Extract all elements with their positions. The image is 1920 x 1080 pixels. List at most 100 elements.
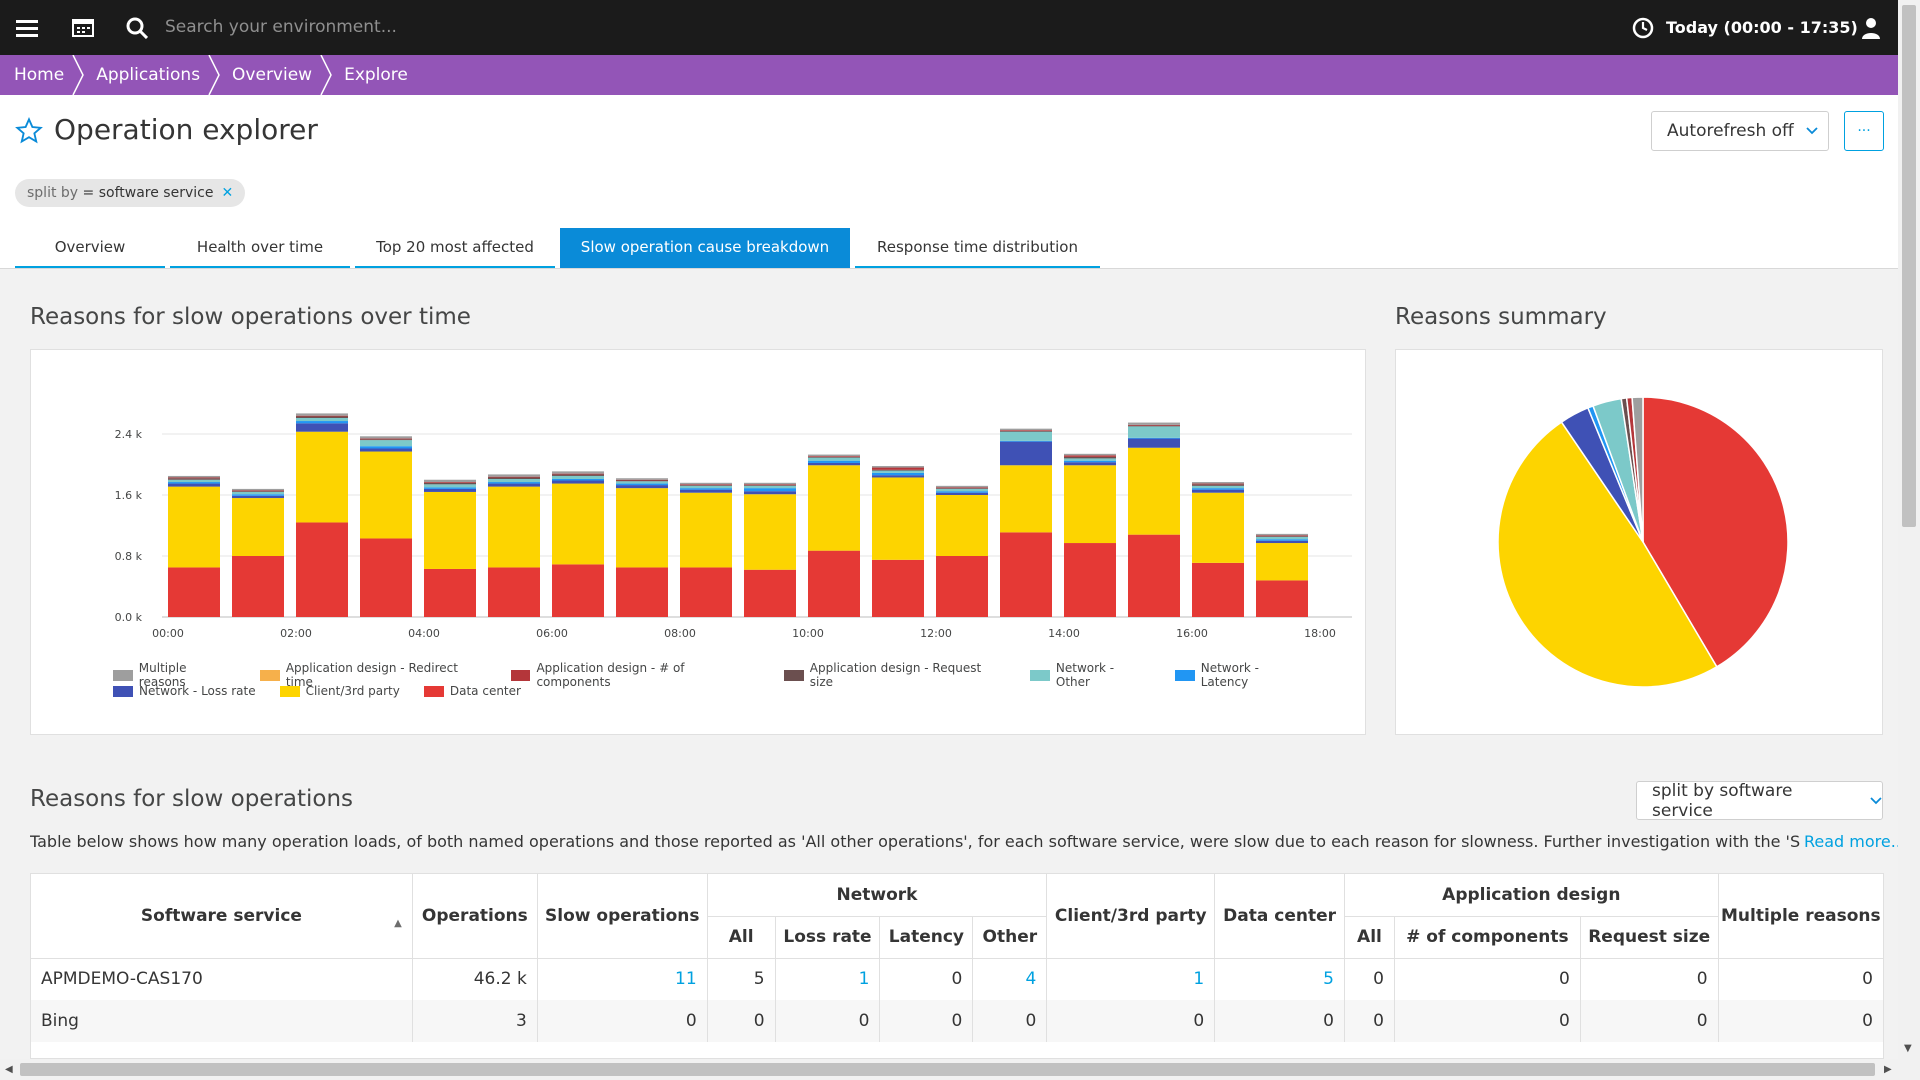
header-network-latency[interactable]: Latency — [879, 916, 974, 959]
bar-segment[interactable] — [616, 479, 668, 481]
bar-segment[interactable] — [1064, 458, 1116, 461]
bar-segment[interactable] — [744, 482, 796, 485]
vertical-scroll-thumb[interactable] — [1902, 5, 1916, 527]
search-input[interactable]: Search your environment... — [165, 17, 397, 37]
bar-segment[interactable] — [296, 417, 348, 422]
bar-segment[interactable] — [616, 488, 668, 568]
header-client-3rd-party[interactable]: Client/3rd party — [1046, 874, 1216, 959]
bar-segment[interactable] — [296, 423, 348, 432]
tab-top-20-most-affected[interactable]: Top 20 most affected — [355, 228, 555, 268]
bar-segment[interactable] — [616, 567, 668, 617]
bar-segment[interactable] — [1256, 536, 1308, 537]
bar-segment[interactable] — [360, 440, 412, 447]
bar-segment[interactable] — [488, 478, 540, 483]
row-network-other[interactable]: 4 — [972, 958, 1048, 1000]
bar-segment[interactable] — [1192, 482, 1244, 484]
bar-segment[interactable] — [1000, 428, 1052, 431]
bar-segment[interactable] — [552, 473, 604, 475]
read-more-link[interactable]: Read more... — [1800, 832, 1906, 851]
search-icon[interactable] — [124, 0, 150, 55]
header-app-all[interactable]: All — [1344, 916, 1395, 959]
bar-segment[interactable] — [1128, 438, 1180, 448]
bar-segment[interactable] — [360, 436, 412, 439]
bar-segment[interactable] — [552, 564, 604, 617]
close-icon[interactable]: ✕ — [221, 185, 234, 201]
bar-segment[interactable] — [168, 567, 220, 617]
bar-segment[interactable] — [616, 485, 668, 489]
bar-segment[interactable] — [1000, 465, 1052, 533]
bar-segment[interactable] — [1064, 455, 1116, 457]
bar-segment[interactable] — [616, 483, 668, 486]
bar-segment[interactable] — [360, 538, 412, 617]
bar-segment[interactable] — [1256, 536, 1308, 540]
bar-segment[interactable] — [1128, 422, 1180, 425]
bar-segment[interactable] — [744, 485, 796, 486]
bar-segment[interactable] — [1000, 430, 1052, 431]
bar-segment[interactable] — [296, 413, 348, 416]
bar-segment[interactable] — [488, 474, 540, 477]
bar-segment[interactable] — [680, 489, 732, 493]
bar-segment[interactable] — [552, 475, 604, 479]
bar-segment[interactable] — [1000, 440, 1052, 442]
bar-segment[interactable] — [488, 567, 540, 617]
bar-segment[interactable] — [1192, 562, 1244, 617]
legend-client-3rd-party[interactable]: Client/3rd party — [279, 684, 400, 698]
bar-segment[interactable] — [168, 477, 220, 479]
tab-overview[interactable]: Overview — [15, 228, 165, 268]
header-app-request-size[interactable]: Request size — [1580, 916, 1719, 959]
bar-segment[interactable] — [1192, 489, 1244, 493]
bar-segment[interactable] — [168, 486, 220, 568]
bar-segment[interactable] — [232, 494, 284, 496]
breadcrumb-home[interactable]: Home — [0, 55, 85, 95]
legend-network-latency[interactable]: Network - Latency — [1174, 661, 1309, 689]
bar-segment[interactable] — [680, 488, 732, 490]
bar-segment[interactable] — [1128, 437, 1180, 439]
bar-segment[interactable] — [488, 486, 540, 568]
bar-segment[interactable] — [872, 469, 924, 471]
row-service-name[interactable]: Bing — [31, 1000, 413, 1042]
legend-components[interactable]: Application design - # of components — [510, 661, 760, 689]
bar-segment[interactable] — [552, 474, 604, 476]
bar-segment[interactable] — [1256, 533, 1308, 536]
pie-slice[interactable] — [1631, 396, 1644, 543]
dashboard-icon[interactable] — [70, 0, 96, 55]
split-by-dropdown[interactable]: split by software service — [1636, 781, 1883, 821]
star-icon[interactable] — [15, 117, 43, 149]
bar-segment[interactable] — [936, 488, 988, 492]
bar-segment[interactable] — [232, 495, 284, 499]
bar-segment[interactable] — [1192, 488, 1244, 490]
breadcrumb-overview[interactable]: Overview — [214, 55, 332, 95]
bar-segment[interactable] — [680, 485, 732, 486]
bar-segment[interactable] — [232, 488, 284, 491]
bar-segment[interactable] — [680, 482, 732, 485]
bar-segment[interactable] — [232, 491, 284, 492]
bar-segment[interactable] — [1256, 539, 1308, 541]
bar-segment[interactable] — [168, 482, 220, 484]
bar-segment[interactable] — [1064, 465, 1116, 544]
bar-segment[interactable] — [808, 465, 860, 551]
breadcrumb-explore[interactable]: Explore — [344, 65, 408, 85]
scroll-down-icon[interactable]: ▼ — [1904, 1043, 1912, 1054]
more-options-button[interactable]: ··· — [1844, 111, 1884, 151]
bar-segment[interactable] — [232, 498, 284, 556]
horizontal-scrollbar[interactable]: ◀ ▶ — [0, 1059, 1898, 1080]
bar-segment[interactable] — [1000, 430, 1052, 432]
bar-segment[interactable] — [616, 478, 668, 480]
header-network-all[interactable]: All — [707, 916, 776, 959]
bar-segment[interactable] — [680, 484, 732, 486]
bar-segment[interactable] — [552, 471, 604, 474]
header-slow-operations[interactable]: Slow operations — [537, 874, 708, 959]
header-data-center[interactable]: Data center — [1214, 874, 1345, 959]
bar-segment[interactable] — [1064, 456, 1116, 459]
bar-segment[interactable] — [1256, 535, 1308, 537]
bar-segment[interactable] — [1064, 453, 1116, 456]
bar-segment[interactable] — [1064, 462, 1116, 466]
bar-segment[interactable] — [1256, 540, 1308, 544]
header-multiple-reasons[interactable]: Multiple reasons — [1718, 874, 1883, 959]
bar-segment[interactable] — [1192, 484, 1244, 486]
bar-segment[interactable] — [360, 446, 412, 449]
bar-segment[interactable] — [360, 448, 412, 452]
bar-segment[interactable] — [296, 431, 348, 523]
user-icon[interactable] — [1860, 0, 1882, 55]
bar-segment[interactable] — [296, 416, 348, 418]
